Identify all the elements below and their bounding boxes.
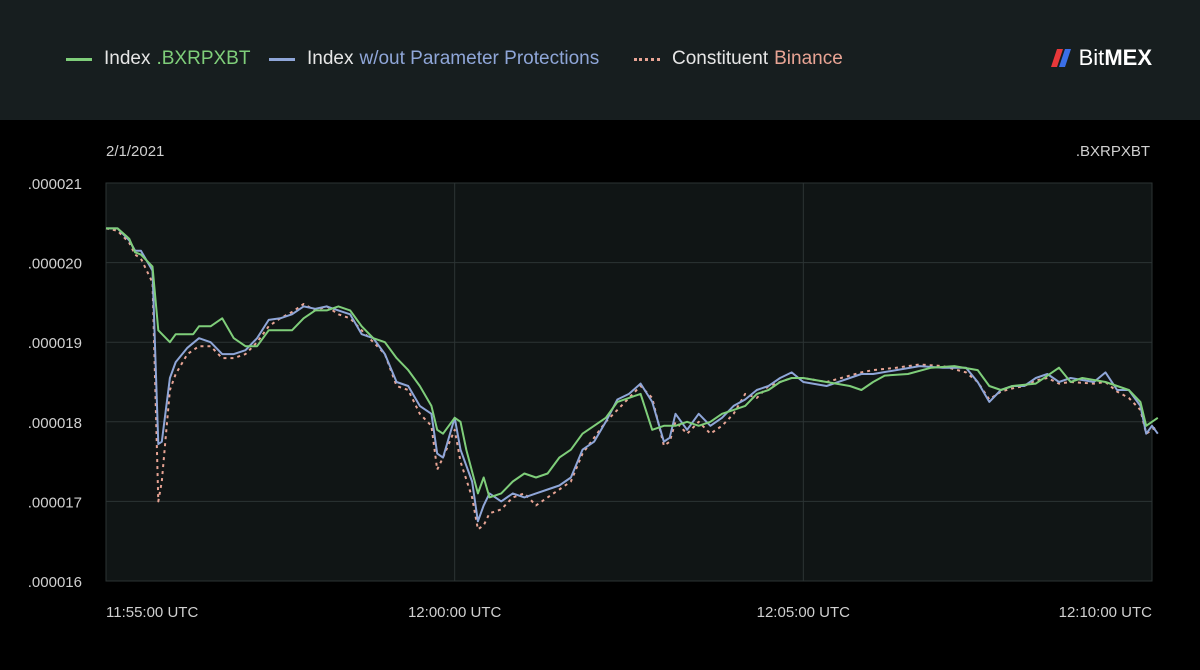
legend-label: Index [104,48,151,69]
y-tick-label: .000021 [28,176,82,193]
legend-bar: Index .BXRPXBT Index w/out Parameter Pro… [0,0,1200,120]
plot-border [105,182,1153,582]
legend-accent: .BXRPXBT [156,48,251,69]
y-tick-label: .000017 [28,494,82,511]
grid [105,182,1153,582]
y-axis: .000021 .000020 .000019 .000018 .000017 .0000… [28,176,82,591]
bitmex-logo-icon [1050,49,1071,67]
chart: .000021 .000020 .000019 .000018 .000017 .0000… [28,143,1159,621]
series-line-bxrpxbt [106,227,1159,499]
legend-accent: w/out Parameter Protections [359,48,600,69]
x-tick-label: 12:00:00 UTC [408,604,502,621]
y-tick-label: .000020 [28,256,82,273]
symbol-label: .BXRPXBT [1076,143,1150,160]
brand-mex: MEX [1104,45,1152,70]
legend-swatch-no-protections [269,57,295,61]
x-tick-label: 11:55:00 UTC [106,604,198,621]
legend-accent: Binance [774,48,843,69]
y-tick-label: .000019 [28,335,82,352]
legend-swatch-index [66,57,92,61]
bitmex-logo: Bit MEX [1050,44,1152,72]
legend-item-index-no-protections: Index w/out Parameter Protections [269,47,599,71]
legend-label: Index [307,48,354,69]
y-tick-label: .000016 [28,574,82,591]
series-layer [105,227,1159,531]
x-tick-label: 12:05:00 UTC [757,604,851,621]
plot-area [106,183,1152,581]
x-axis: 11:55:00 UTC 12:00:00 UTC 12:05:00 UTC 12:1… [106,604,1152,621]
date-label: 2/1/2021 [106,143,164,160]
legend-item-constituent: Constituent Binance [634,47,843,71]
series-line-binance [105,227,1159,531]
legend-item-index: Index .BXRPXBT [66,47,250,71]
y-tick-label: .000018 [28,415,82,432]
brand-bit: Bit [1078,45,1105,70]
x-tick-label: 12:10:00 UTC [1059,604,1153,621]
legend-label: Constituent [672,48,769,69]
legend-swatch-constituent [634,57,660,61]
